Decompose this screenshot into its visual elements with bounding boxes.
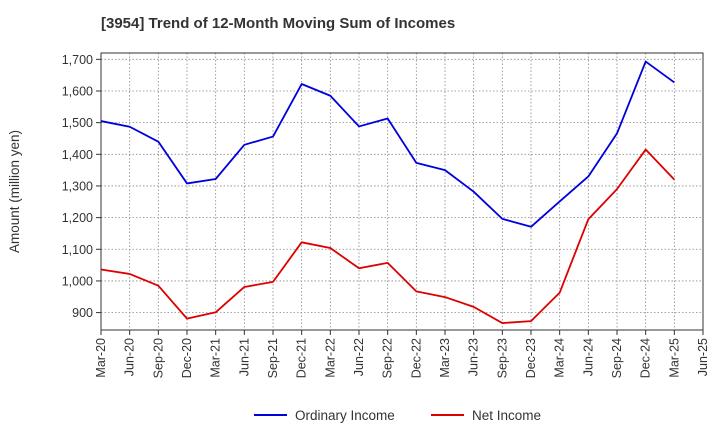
y-tick-label: 1,400 <box>62 148 93 162</box>
grid <box>100 53 704 330</box>
x-tick-label: Sep-24 <box>610 338 624 378</box>
x-tick-label: Jun-21 <box>237 338 251 376</box>
x-tick-label: Mar-24 <box>553 338 567 378</box>
x-tick-label: Dec-21 <box>295 338 309 378</box>
x-tick-label: Mar-23 <box>438 338 452 378</box>
x-tick-label: Sep-20 <box>151 338 165 378</box>
y-tick-label: 1,100 <box>62 243 93 257</box>
x-tick-label: Jun-25 <box>696 338 710 376</box>
legend-label-ordinary-income: Ordinary Income <box>295 408 395 423</box>
y-tick-label: 1,000 <box>62 274 93 288</box>
x-tick-label: Mar-22 <box>323 338 337 378</box>
series-line-net-income <box>100 148 675 324</box>
series-line-ordinary-income <box>100 60 675 228</box>
x-tick-label: Mar-20 <box>94 338 108 378</box>
x-tick-label: Dec-23 <box>524 338 538 378</box>
x-tick-label: Dec-22 <box>409 338 423 378</box>
plot-frame <box>100 52 704 331</box>
x-tick-label: Mar-25 <box>667 338 681 378</box>
y-tick-label: 1,700 <box>62 53 93 67</box>
y-tick-label: 1,200 <box>62 211 93 225</box>
x-axis-ticks: Mar-20 Jun-20 Sep-20 Dec-20 Mar-21 Jun-21 Sep-… <box>94 330 710 378</box>
chart-title: [3954] Trend of 12-Month Moving Sum of I… <box>101 15 456 32</box>
x-tick-label: Dec-24 <box>639 338 653 378</box>
y-axis-label: Amount (million yen) <box>7 130 22 253</box>
x-tick-label: Jun-20 <box>123 338 137 376</box>
series-lines <box>100 60 675 324</box>
legend-label-net-income: Net Income <box>472 408 541 423</box>
y-tick-label: 1,500 <box>62 116 93 130</box>
x-tick-label: Dec-20 <box>180 338 194 378</box>
x-tick-label: Sep-21 <box>266 338 280 378</box>
y-tick-label: 900 <box>72 306 93 320</box>
y-axis-ticks: 900 1,000 1,100 1,200 1,300 1,400 1,500 1,600 1,… <box>62 53 101 320</box>
x-tick-label: Jun-24 <box>581 338 595 376</box>
y-tick-label: 1,300 <box>62 179 93 193</box>
x-tick-label: Jun-23 <box>467 338 481 376</box>
x-tick-label: Mar-21 <box>209 338 223 378</box>
x-tick-label: Jun-22 <box>352 338 366 376</box>
x-tick-label: Sep-23 <box>495 338 509 378</box>
legend: Ordinary Income Net Income <box>254 408 541 423</box>
y-tick-label: 1,600 <box>62 84 93 98</box>
x-tick-label: Sep-22 <box>381 338 395 378</box>
